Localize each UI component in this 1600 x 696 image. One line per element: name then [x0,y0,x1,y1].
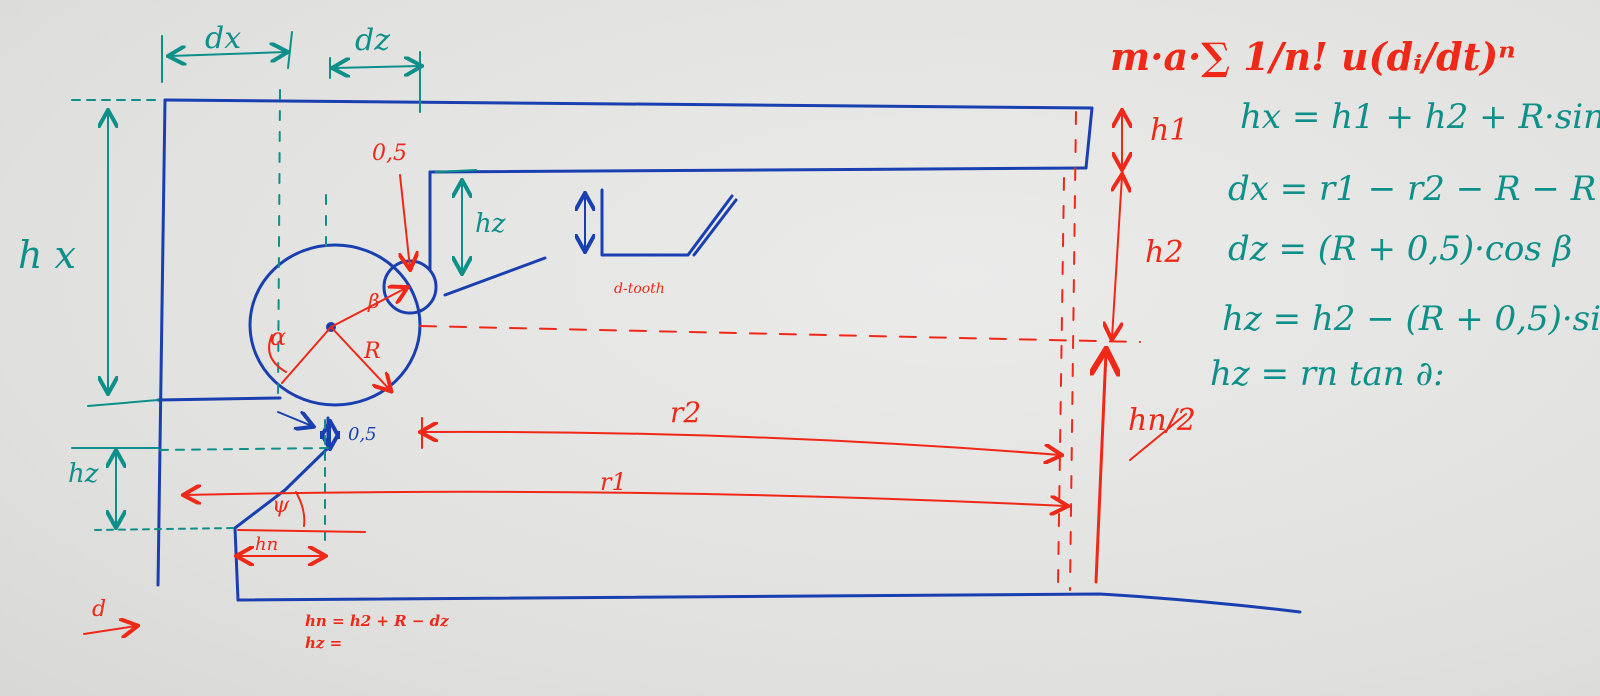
radius-beta [330,288,406,328]
center-horizontal-dash [419,325,1141,343]
tool-shank-line [443,256,547,297]
d-arrow [83,626,136,634]
label-dz: dz [355,23,390,58]
label-h2: h2 [1145,235,1183,270]
dx-arrow [170,52,286,56]
formula-hz-tan: hz = rn tan ∂: [1210,354,1445,394]
teal-dimensions [71,31,477,549]
formula-hz: hz = h2 − (R + 0,5)·sin β [1222,299,1600,339]
red-construction [83,111,1187,634]
h2-arrow [1112,176,1122,338]
formula-dx: dx = r1 − r2 − R − R cos α [1228,169,1600,209]
n-half-slash [1129,413,1187,461]
hn-half-arrow [1096,352,1106,584]
label-hz-top: hz [475,209,506,239]
alpha-arc [268,334,287,373]
r2-arrow [422,432,1060,455]
red-05-leader [400,174,410,268]
label-beta: β [367,289,380,313]
label-hn: hn [255,534,278,555]
label-R: R [363,339,381,364]
bottom-edge [236,592,1302,614]
outer-top-edge [163,98,1094,170]
label-d: d [92,597,106,622]
blue-outline [156,98,1302,614]
label-hz-left: hz [68,459,99,489]
label-r2: r2 [670,396,701,429]
tooth-sketch [600,188,734,257]
formula-series: m·a·∑ 1/n! u(dᵢ/dt)ⁿ [1110,34,1516,79]
radius-R [330,326,390,390]
label-dtooth: d-tooth [614,281,665,297]
label-05-side: 0,5 [348,424,377,445]
hx-ext-bottom [87,399,159,407]
label-r1: r1 [600,468,627,496]
hn-ext [237,529,366,533]
dx-ext-right [287,31,293,69]
label-hn-half: hn/2 [1128,403,1196,438]
label-05-top: 0,5 [372,141,407,166]
hz-top-ledge [435,169,477,173]
formula-hx: hx = h1 + h2 + R·sin α [1240,97,1600,137]
dx-dash [277,89,281,401]
inner-top-edge [428,166,1088,174]
hz-bottom-dash [159,447,331,451]
label-psi: ψ [272,493,290,518]
formula-dz: dz = (R + 0,5)·cos β [1228,229,1572,269]
formula-hn-bottom: hn = h2 + R − dz [305,612,449,630]
dz-arrow [334,66,420,68]
tooth-sketch-hatch [692,198,738,257]
radius-alpha [281,326,332,384]
label-hx: h x [18,233,76,277]
diagram-labels: dx dz h x hz hz h1 h2 hn/2 α β R r2 r1 ψ… [18,21,1196,622]
step-ledge [156,396,282,402]
psi-arc [295,491,306,527]
r1-arrow [185,492,1066,506]
label-dx: dx [205,21,241,56]
hz-left-bottom [94,527,236,531]
label-h1: h1 [1150,113,1188,148]
outer-left-edge [156,98,167,587]
formula-block: m·a·∑ 1/n! u(dᵢ/dt)ⁿ hx = h1 + h2 + R·si… [305,34,1600,652]
formula-hz-bottom: hz = [305,634,342,652]
label-alpha: α [270,323,286,351]
right-vertical-dash [1069,111,1077,591]
red-vertical-dash [1057,177,1065,586]
small-arrow-slant [277,412,312,426]
